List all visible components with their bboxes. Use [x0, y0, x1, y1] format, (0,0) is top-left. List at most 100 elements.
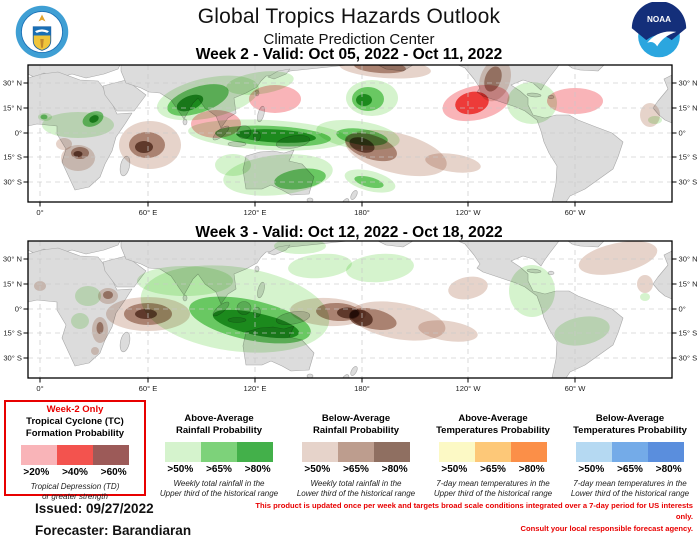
temp-above-threshold-1: >50% — [441, 463, 468, 475]
temp-below-threshold-1: >50% — [578, 463, 605, 475]
lon-tick-label: 0° — [36, 384, 43, 393]
hazard-region-ra-level1 — [507, 82, 557, 124]
legend-temp-above-title-line2: Temperatures Probability — [436, 424, 550, 436]
lat-tick-label: 15° N — [3, 104, 22, 113]
hazard-region-ra-level1 — [71, 313, 89, 329]
rain-below-swatch-50 — [302, 441, 338, 462]
hazard-region-rb-level3 — [349, 137, 375, 153]
hazard-region-ra-level1 — [640, 293, 650, 301]
legend-rain-below-title-line2: Rainfall Probability — [312, 424, 400, 436]
temp-above-swatch-65 — [475, 441, 511, 462]
legend-temp-above-desc-line1: 7-day mean temperatures in the — [436, 478, 550, 488]
hazard-region-ra-level1 — [215, 154, 251, 176]
hazard-region-tc-level1 — [191, 110, 241, 138]
hazard-region-ra-level1 — [509, 265, 555, 317]
week2-heading: Week 2 - Valid: Oct 05, 2022 - Oct 11, 2… — [195, 46, 503, 63]
issued-block: Issued: 09/27/2022 Forecaster: Barandiar… — [35, 498, 191, 540]
hazard-region-rb-level1 — [640, 103, 660, 127]
legend-rain-below-desc-line2: Lower third of the historical range — [296, 489, 416, 499]
legend-temp-above-colorbar — [439, 441, 547, 462]
forecaster-name: Forecaster: Barandiaran — [35, 523, 192, 539]
hazard-region-rb-level3 — [135, 141, 153, 153]
legend-tc-desc-line1: Tropical Depression (TD) — [30, 481, 120, 491]
legend-temp-below: Below-Average Temperatures Probability >… — [566, 400, 694, 499]
hazard-region-rb-level3 — [73, 151, 83, 157]
hazard-region-rb-level1 — [578, 241, 658, 275]
hazard-region-ra-level2 — [274, 168, 326, 190]
disclaimer-line1: This product is updated once per week an… — [255, 501, 693, 522]
week3-heading: Week 3 - Valid: Oct 12, 2022 - Oct 18, 2… — [195, 224, 503, 241]
map-week2-gridlines — [28, 65, 672, 202]
lat-tick-label: 30° S — [3, 354, 22, 363]
rain-above-threshold-2: >65% — [206, 463, 232, 475]
legend-rain-below-title-line1: Below-Average — [321, 413, 391, 424]
hazard-region-tc-level1 — [249, 85, 301, 113]
lon-tick-label: 180° — [354, 208, 370, 217]
rain-above-swatch-65 — [201, 441, 237, 462]
lat-tick-label: 0° — [15, 305, 22, 314]
lat-tick-label: 30° N — [3, 79, 22, 88]
lon-tick-label: 60° E — [139, 208, 158, 217]
issued-date: Issued: 09/27/2022 — [35, 501, 154, 516]
legend-temp-below-desc-line2: Lower third of the historical range — [570, 489, 690, 499]
lon-tick-label: 0° — [36, 208, 43, 217]
lat-tick-label: 30° S — [679, 354, 698, 363]
hazard-region-rb-level3 — [135, 309, 157, 319]
noaa-logo-text: NOAA — [647, 15, 671, 24]
legend-rain-above-desc-line2: Upper third of the historical range — [159, 489, 279, 499]
tc-swatch-60 — [93, 444, 129, 465]
legend-rain-below-colorbar — [302, 441, 410, 462]
legend-tc-colorbar — [21, 444, 129, 465]
temp-above-threshold-2: >65% — [480, 463, 506, 475]
temp-above-swatch-50 — [439, 441, 475, 462]
lon-tick-label: 60° E — [139, 384, 158, 393]
legend-temp-below-desc-line1: 7-day mean temperatures in the — [573, 478, 687, 488]
rain-below-threshold-3: >80% — [381, 463, 408, 475]
hazard-region-rb-level1 — [418, 320, 478, 342]
hazard-region-ra-level3 — [212, 309, 300, 339]
rain-below-swatch-80 — [374, 441, 410, 462]
map-week3-axis-labels: 30° N 30° N 15° N 15° N 0° 0° 15° S 15° S 30° S 3… — [3, 255, 698, 393]
legend-rain-above-title-line1: Above-Average — [184, 413, 254, 424]
temp-below-threshold-3: >80% — [655, 463, 682, 475]
lon-tick-label: 180° — [354, 384, 370, 393]
rain-below-swatch-65 — [338, 441, 374, 462]
lon-tick-label: 120° W — [456, 208, 482, 217]
legend-temp-below-colorbar — [576, 441, 684, 462]
rain-above-swatch-50 — [165, 441, 201, 462]
hazard-region-rb-level1 — [425, 153, 481, 173]
map-week3-gridlines — [28, 241, 672, 378]
legend-tc-title-line2: Formation Probability — [25, 427, 125, 439]
legend-temp-below-title-line1: Below-Average — [595, 413, 665, 424]
hazard-region-rb-level2 — [354, 65, 406, 74]
tc-threshold-3: >60% — [100, 466, 127, 478]
disclaimer: This product is updated once per week an… — [243, 500, 693, 534]
legend-rain-below: Below-Average Rainfall Probability >50% … — [292, 400, 420, 499]
header: Global Tropics Hazards Outlook Climate P… — [0, 5, 698, 48]
page-title: Global Tropics Hazards Outlook — [197, 5, 501, 28]
hazard-region-ra-level1 — [274, 241, 326, 254]
legend-rain-below-desc-line1: Weekly total rainfall in the — [310, 478, 402, 488]
legend-temp-above-title-line1: Above-Average — [458, 413, 528, 424]
map-week2-axis-labels: 30° N 30° N 15° N 15° N 0° 0° 15° S 15° S 30° S 3… — [3, 79, 698, 217]
tc-threshold-1: >20% — [23, 466, 50, 478]
hazard-region-ra-level3 — [89, 115, 99, 123]
legend-tc-title-line1: Tropical Cyclone (TC) — [26, 416, 124, 427]
legend-temp-below-title-line2: Temperatures Probability — [573, 424, 687, 436]
lat-tick-label: 30° S — [679, 178, 698, 187]
lat-tick-label: 15° N — [679, 104, 698, 113]
hazard-region-rb-level1 — [56, 138, 72, 150]
legend-rain-above-desc-line1: Weekly total rainfall in the — [173, 478, 265, 488]
hazard-region-rb-level2 — [103, 291, 113, 299]
map-week3-hazard-overlays — [34, 241, 658, 355]
noaa-bird-icon — [647, 31, 677, 47]
lon-tick-label: 120° E — [244, 384, 267, 393]
temp-below-swatch-65 — [612, 441, 648, 462]
temp-below-threshold-2: >65% — [617, 463, 643, 475]
map-week3: 30° N 30° N 15° N 15° N 0° 0° 15° S 15° S 30° S 3… — [3, 240, 698, 393]
hazard-region-ra-level2 — [354, 175, 384, 189]
legend-tc-desc-line2: or greater strength — [42, 492, 108, 502]
temp-above-swatch-80 — [511, 441, 547, 462]
legend-temp-above: Above-Average Temperatures Probability >… — [429, 400, 557, 498]
